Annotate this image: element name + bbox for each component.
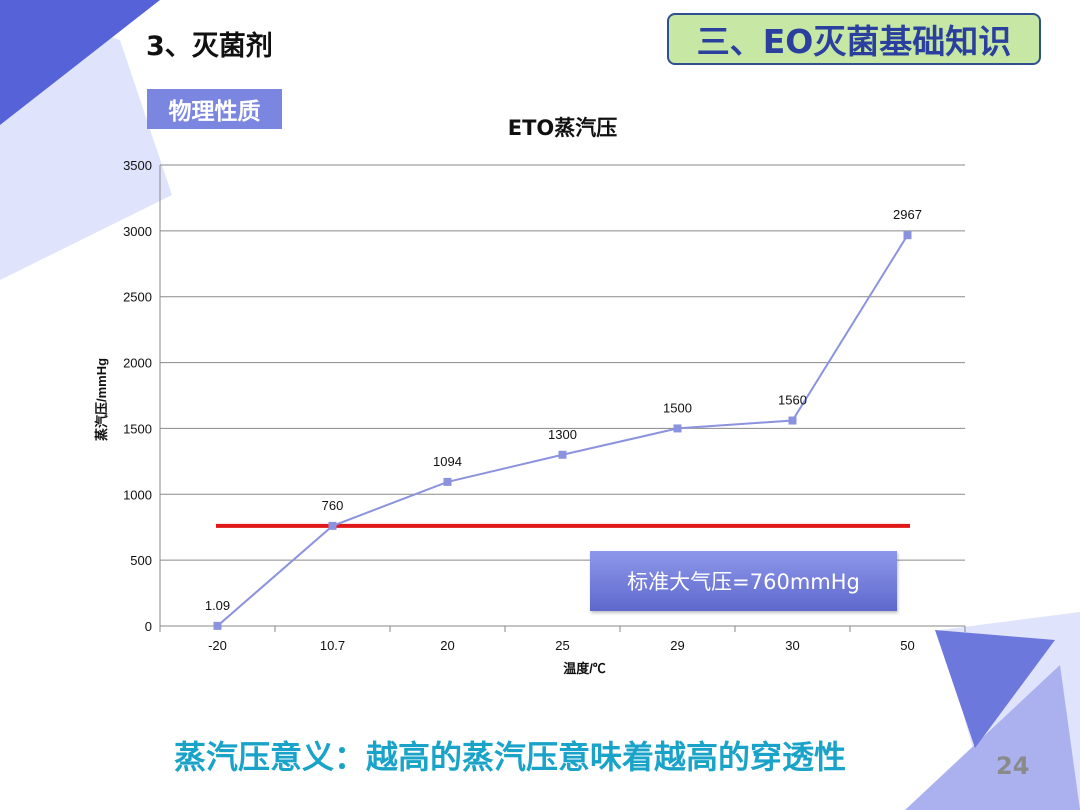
- data-point: [558, 450, 567, 459]
- sub-label: 物理性质: [147, 89, 282, 129]
- x-tick-label: 29: [670, 638, 684, 653]
- section-title: 3、灭菌剂: [146, 31, 273, 62]
- data-label: 1500: [663, 400, 692, 415]
- y-tick-label: 2000: [123, 356, 152, 371]
- x-tick-label: -20: [208, 638, 227, 653]
- chart-title: ETO蒸汽压: [507, 116, 618, 140]
- y-tick-label: 3500: [123, 158, 152, 173]
- y-tick-label: 500: [130, 553, 152, 568]
- x-tick-label: 25: [555, 638, 569, 653]
- data-point: [213, 621, 222, 630]
- data-label: 2967: [893, 207, 922, 222]
- y-tick-label: 3000: [123, 224, 152, 239]
- data-point: [443, 477, 452, 486]
- data-point: [788, 416, 797, 425]
- data-point: [328, 521, 337, 530]
- reference-label-box: 标准大气压=760mmHg: [590, 551, 897, 611]
- data-label: 1560: [778, 393, 807, 408]
- footer-text: 蒸汽压意义：越高的蒸汽压意味着越高的穿透性: [173, 738, 846, 776]
- page-number: 24: [996, 752, 1030, 780]
- data-point: [903, 231, 912, 240]
- x-tick-label: 50: [900, 638, 914, 653]
- y-tick-label: 1000: [123, 487, 152, 502]
- data-label: 1300: [548, 427, 577, 442]
- data-label: 1094: [433, 454, 462, 469]
- x-tick-label: 30: [785, 638, 799, 653]
- y-tick-label: 0: [145, 619, 152, 634]
- x-tick-label: 10.7: [320, 638, 345, 653]
- header-badge: 三、EO灭菌基础知识: [667, 13, 1041, 65]
- x-tick-label: 20: [440, 638, 454, 653]
- data-label: 1.09: [205, 598, 230, 613]
- y-tick-label: 1500: [123, 421, 152, 436]
- data-point: [673, 424, 682, 433]
- y-axis-title: 蒸汽压/mmHg: [94, 358, 109, 441]
- data-label: 760: [322, 498, 344, 513]
- x-axis-title: 温度/℃: [563, 661, 606, 676]
- y-tick-label: 2500: [123, 290, 152, 305]
